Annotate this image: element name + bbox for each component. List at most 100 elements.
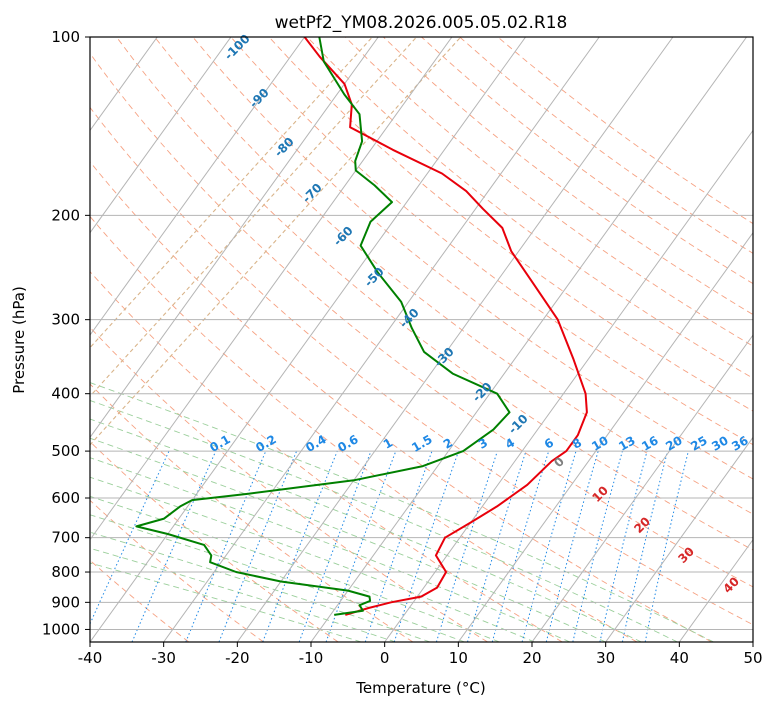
isotherm-line — [531, 334, 753, 642]
moist-adiabat — [90, 437, 606, 642]
x-tick-label: -20 — [225, 649, 250, 667]
moist-adiabat — [90, 514, 465, 642]
isotherm-label: -70 — [300, 181, 325, 206]
mixing-ratio-label: 3 — [476, 435, 490, 451]
isotherm-label: -90 — [247, 86, 272, 111]
x-tick-label: 30 — [596, 649, 615, 667]
mixing-ratio-line — [599, 450, 648, 642]
dry-adiabat — [497, 37, 753, 225]
dry-adiabat — [154, 37, 753, 515]
isotherm-line — [457, 231, 753, 642]
dry-adiabat — [116, 37, 753, 551]
mixing-ratio-label: 6 — [542, 435, 556, 451]
mixing-ratio-line — [491, 450, 550, 642]
mixing-ratio-label: 2 — [441, 435, 455, 451]
dry-adiabat — [90, 215, 638, 642]
dry-adiabat — [230, 37, 753, 446]
isotherm-label: -10 — [506, 412, 531, 437]
isotherm-line — [90, 37, 453, 541]
x-tick-label: 10 — [449, 649, 468, 667]
chart-title: wetPf2_YM08.2026.005.05.02.R18 — [275, 13, 568, 33]
mixing-ratio-line — [298, 450, 372, 642]
isotherm-label: 10 — [589, 483, 611, 505]
dry-adiabat — [90, 106, 753, 626]
mixing-ratio-line — [185, 450, 267, 642]
mixing-ratio-line — [644, 450, 689, 642]
moist-adiabat — [90, 476, 535, 642]
x-axis-title: Temperature (°C) — [355, 679, 485, 697]
isotherm-line — [605, 436, 753, 642]
y-tick-label: 900 — [51, 593, 80, 611]
dry-adiabat — [192, 37, 753, 480]
dry-adiabat — [306, 37, 753, 379]
mixing-ratio-line — [545, 450, 599, 642]
mixing-ratio-line — [262, 450, 338, 642]
dry-adiabat — [90, 326, 488, 642]
isotherm-label: 30 — [675, 544, 697, 566]
mixing-ratio-line — [131, 450, 217, 642]
mixing-ratio-line — [621, 450, 669, 642]
isotherm-line — [90, 37, 527, 642]
dry-adiabat — [90, 161, 712, 642]
dry-adiabat — [90, 52, 753, 588]
dry-adiabat — [383, 37, 753, 316]
y-tick-label: 1000 — [42, 620, 80, 638]
isotherm-line — [163, 37, 600, 642]
x-tick-label: 20 — [522, 649, 541, 667]
moist-adiabat — [90, 547, 396, 642]
mixing-ratio-label: 4 — [503, 435, 517, 451]
x-tick-label: -40 — [78, 649, 103, 667]
y-axis-title: Pressure (hPa) — [10, 286, 28, 394]
isotherm-line — [90, 37, 232, 234]
isotherm-label: 0 — [551, 454, 567, 470]
mixing-ratio-line — [521, 450, 577, 642]
temperature-line — [303, 37, 588, 616]
isotherm-line — [678, 538, 753, 642]
dewpoint-line — [135, 37, 511, 616]
y-tick-label: 300 — [51, 311, 80, 329]
moist-adiabat — [90, 418, 642, 642]
dry-adiabat — [421, 37, 753, 285]
moist-adiabat — [90, 495, 500, 642]
x-tick-label: 0 — [380, 649, 390, 667]
y-tick-label: 600 — [51, 489, 80, 507]
series-layer — [135, 37, 588, 616]
y-tick-label: 100 — [51, 28, 80, 46]
moist-adiabat — [90, 382, 714, 642]
reference-curve — [90, 37, 462, 446]
isotherm-line — [236, 37, 674, 642]
mixing-ratio-label: 8 — [570, 435, 584, 451]
y-tick-label: 700 — [51, 529, 80, 547]
mixing-ratio-line — [90, 450, 170, 625]
isotherm-label: 40 — [720, 574, 742, 596]
grid-layer — [0, 37, 753, 642]
mixing-ratio-line — [218, 450, 298, 642]
mixing-ratio-line — [467, 450, 527, 642]
dry-adiabat — [90, 440, 339, 642]
mixing-ratio-line — [325, 450, 397, 642]
isotherm-line — [310, 37, 748, 642]
dry-adiabat — [344, 37, 753, 347]
y-tick-label: 500 — [51, 442, 80, 460]
y-tick-label: 400 — [51, 385, 80, 403]
isotherm-label: -40 — [397, 306, 422, 331]
isotherm-line — [90, 37, 379, 439]
plot-frame — [89, 36, 754, 643]
x-tick-label: 50 — [743, 649, 762, 667]
mixing-ratio-line — [435, 450, 498, 642]
dry-adiabat — [268, 37, 753, 412]
isotherm-label: 20 — [631, 514, 653, 536]
x-tick-label: -10 — [299, 649, 324, 667]
dry-adiabat — [90, 499, 264, 642]
moist-adiabat — [90, 457, 571, 642]
mixing-ratio-line — [364, 450, 433, 642]
isotherm-line — [90, 37, 306, 336]
dry-adiabat — [90, 270, 563, 642]
mixing-ratio-label: 1 — [381, 435, 395, 451]
x-tick-label: 40 — [670, 649, 689, 667]
isotherm-line — [0, 37, 10, 642]
y-tick-label: 200 — [51, 206, 80, 224]
isotherm-line — [384, 129, 753, 642]
isotherm-label: -100 — [222, 32, 253, 63]
isotherm-label: -60 — [331, 224, 356, 249]
